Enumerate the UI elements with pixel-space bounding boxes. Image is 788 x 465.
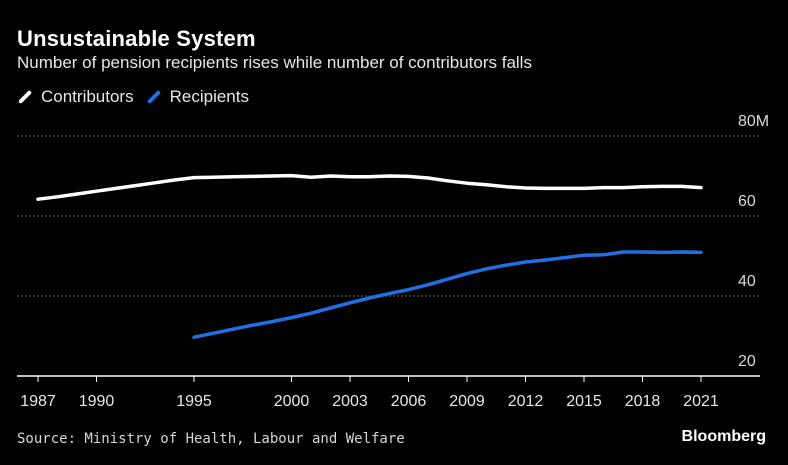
x-tick-label: 2015 — [566, 393, 602, 410]
source-note: Source: Ministry of Health, Labour and W… — [17, 431, 405, 447]
x-tick-label: 2012 — [508, 393, 544, 410]
legend-item-recipients: Recipients — [146, 87, 249, 107]
legend: Contributors Recipients — [17, 87, 261, 107]
series-line-recipients — [192, 250, 703, 339]
x-tick-label: 2018 — [625, 393, 661, 410]
x-tick-label: 2009 — [449, 393, 485, 410]
x-tick-label: 2003 — [332, 393, 368, 410]
y-tick-label: 20 — [738, 353, 756, 370]
legend-item-contributors: Contributors — [17, 87, 134, 107]
x-tick-label: 1995 — [176, 393, 212, 410]
x-tick-label: 2021 — [683, 393, 719, 410]
legend-label-recipients: Recipients — [169, 87, 249, 106]
legend-label-contributors: Contributors — [41, 87, 134, 106]
x-tick-label: 1990 — [79, 393, 115, 410]
series-line-contributors — [36, 173, 703, 201]
y-tick-label: 80M — [738, 113, 769, 130]
y-tick-label: 60 — [738, 193, 756, 210]
x-tick-label: 2000 — [274, 393, 310, 410]
brand-logo: Bloomberg — [681, 428, 766, 445]
x-tick-label: 2006 — [391, 393, 427, 410]
chart-subtitle: Number of pension recipients rises while… — [17, 53, 532, 72]
chart-title: Unsustainable System — [17, 26, 256, 51]
x-tick-label: 1987 — [20, 393, 56, 410]
y-tick-label: 40 — [738, 273, 756, 290]
